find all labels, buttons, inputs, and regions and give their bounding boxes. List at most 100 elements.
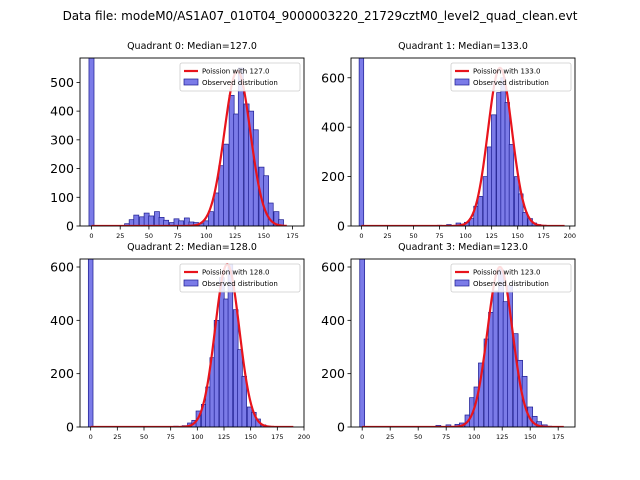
quadrant-0-xtick-label: 175 [286,232,298,240]
quadrant-0-bar [263,175,269,226]
quadrant-0-bar [223,143,229,226]
quadrant-1-ytick-label: 400 [321,120,345,135]
quadrant-1-bar [508,144,515,226]
quadrant-2-legend: Poission with 128.0 Observed distribution [179,263,301,293]
quadrant-0-bar [278,219,284,226]
quadrant-1-poisson-line [361,66,565,226]
quadrant-2-legend-poisson-label: Poission with 128.0 [202,269,270,277]
quadrant-0-legend-observed-label: Observed distribution [202,79,278,87]
quadrant-0-plot-area [88,58,287,226]
quadrant-0-panel: 0 25 50 75 100 125 150 175 0 100 200 300 400 500 Quadr… [50,41,305,240]
quadrant-1-xtick-label: 100 [459,232,471,240]
quadrant-2-xtick-label: 150 [244,433,256,441]
quadrant-0-xtick-label: 150 [258,232,270,240]
quadrant-0-xtick-label: 125 [229,232,241,240]
quadrant-1-legend: Poission with 133.0 Observed distribution [450,62,572,92]
quadrant-1-xtick-label: 125 [485,232,497,240]
quadrant-3-legend-bar-swatch [454,279,470,287]
quadrant-3-ytick-label: 600 [321,260,345,275]
quadrant-2-ytick-label: 200 [50,366,74,381]
quadrant-0-bar [133,214,140,226]
quadrant-2-xtick-label: 200 [298,433,310,441]
quadrant-3-xtick-label: 25 [386,433,394,441]
quadrant-1-ytick-label: 200 [321,169,345,184]
quadrant-2-xtick-label: 50 [140,433,148,441]
quadrant-3-xtick-label: 100 [468,433,480,441]
quadrant-0-bar-spike [88,58,95,226]
quadrant-3-xtick-label: 125 [496,433,508,441]
quadrant-1-bar [477,196,483,226]
quadrant-1-bar-spike [358,58,365,226]
quadrant-0-axes-frame [79,57,305,227]
quadrant-3-ytick-label: 400 [321,313,345,328]
quadrant-3-poisson-line [362,265,564,427]
quadrant-2-title: Quadrant 2: Median=128.0 [127,242,257,253]
quadrant-0-legend-poisson-label: Poission with 127.0 [202,68,270,76]
quadrant-0-ytick-label: 400 [50,104,74,119]
quadrant-2-xtick-label: 25 [113,433,121,441]
quadrant-3-legend: Poission with 123.0 Observed distribution [450,263,572,293]
quadrant-0-ytick-label: 0 [66,219,74,234]
quadrant-1-xtick-label: 0 [359,232,363,240]
quadrant-3-panel: 0 25 50 75 100 125 150 175 0 200 400 600 Quadrant 3:… [321,242,576,441]
quadrant-0-bar [148,215,155,226]
quadrant-3-ytick-label: 0 [337,420,345,435]
quadrant-2-axes-frame [79,258,305,428]
quadrant-1-ytick-label: 0 [337,219,345,234]
quadrant-2-ytick-label: 600 [50,260,74,275]
quadrant-0-xtick-label: 25 [116,232,124,240]
quadrant-0-title: Quadrant 0: Median=127.0 [127,41,257,52]
quadrant-1-xtick-label: 200 [564,232,576,240]
quadrant-2-panel: 0 25 50 75 100 125 150 175 200 0 200 400 600 Quadrant… [50,242,310,441]
figure-title: Data file: modeM0/AS1A07_010T04_90000032… [62,9,578,23]
quadrant-1-legend-box [450,62,572,92]
quadrant-3-ytick-label: 200 [321,366,345,381]
quadrant-3-legend-poisson-label: Poission with 123.0 [473,269,541,277]
quadrant-0-xtick-label: 75 [174,232,182,240]
quadrant-3-xtick-label: 0 [360,433,364,441]
quadrant-1-plot-area [358,58,565,226]
quadrant-1-title: Quadrant 1: Median=133.0 [398,41,528,52]
quadrant-0-legend-box [179,62,301,92]
quadrant-1-xtick-label: 175 [538,232,550,240]
quadrant-2-bar-spike [87,259,94,427]
quadrant-0-ytick-label: 300 [50,132,74,147]
quadrant-0-ytick-label: 500 [50,75,74,90]
quadrant-3-bar [492,290,499,427]
quadrant-0-xtick-label: 50 [145,232,153,240]
quadrant-1-bar [491,114,497,226]
quadrant-3-legend-box [450,263,572,293]
quadrant-2-bar [241,375,247,427]
quadrant-2-ytick-label: 400 [50,313,74,328]
quadrant-2-legend-observed-label: Observed distribution [202,280,278,288]
quadrant-1-ytick-label: 600 [321,70,345,85]
quadrant-2-xtick-label: 125 [218,433,230,441]
quadrant-1-xtick-label: 25 [383,232,391,240]
quadrant-1-xtick-label: 150 [511,232,523,240]
quadrant-3-axes-frame [350,258,576,428]
quadrant-1-axes-frame [350,57,576,227]
quadrant-3-xtick-label: 75 [442,433,450,441]
quadrant-2-legend-bar-swatch [183,279,199,287]
quadrant-2-ytick-label: 0 [66,420,74,435]
quadrant-2-poisson-line [90,263,294,427]
quadrant-0-bar [237,67,244,226]
quadrant-3-bar-spike [359,259,366,427]
quadrant-2-xtick-label: 100 [191,433,203,441]
quadrant-0-xtick-label: 0 [89,232,93,240]
quadrant-3-xtick-label: 50 [414,433,422,441]
quadrant-0-legend-bar-swatch [183,78,199,86]
quadrant-2-legend-box [179,263,301,293]
quadrant-1-legend-bar-swatch [454,78,470,86]
quadrant-1-legend-poisson-label: Poission with 133.0 [473,68,541,76]
quadrant-2-xtick-label: 75 [167,433,175,441]
quadrant-0-legend: Poission with 127.0 Observed distribution [179,62,301,92]
quadrant-1-xtick-label: 75 [435,232,443,240]
quadrant-1-legend-observed-label: Observed distribution [473,79,549,87]
quadrant-2-xtick-label: 0 [89,433,93,441]
quadrant-0-ytick-label: 200 [50,161,74,176]
quadrant-0-xtick-label: 100 [200,232,212,240]
quadrant-2-xtick-label: 175 [271,433,283,441]
quadrant-3-xtick-label: 150 [524,433,536,441]
